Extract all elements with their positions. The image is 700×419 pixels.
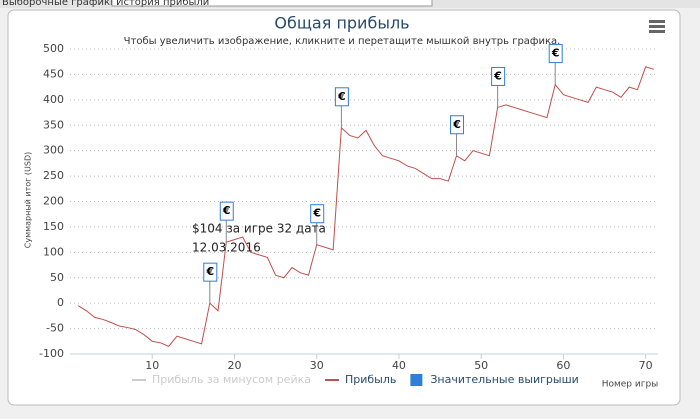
legend-label[interactable]: Прибыль за минусом рейка (152, 373, 311, 386)
flag[interactable] (310, 204, 325, 224)
flag[interactable] (203, 262, 218, 282)
y-tick-label: 0 (57, 296, 64, 309)
select[interactable] (111, 0, 433, 7)
legend-label[interactable]: Прибыль (345, 373, 396, 386)
flag[interactable] (219, 201, 234, 221)
legend-symbol[interactable] (410, 374, 423, 386)
x-tick-label: 30 (310, 359, 324, 372)
y-tick-label: 400 (43, 93, 64, 106)
y-tick-label: 250 (43, 169, 64, 182)
tooltip-text: 12.03.2016 (192, 241, 261, 255)
flag-label: € (312, 207, 321, 220)
select-value: История прибыли (116, 0, 209, 8)
flag[interactable] (548, 44, 563, 64)
y-tick-label: 500 (43, 42, 64, 55)
x-tick-label: 20 (227, 359, 241, 372)
flag[interactable] (491, 66, 506, 86)
chart-subtitle: Чтобы увеличить изображение, кликните и … (124, 36, 561, 47)
y-tick-label: -100 (39, 347, 64, 360)
legend-label[interactable]: Значительные выигрыши (430, 373, 578, 386)
x-tick-label: 40 (392, 359, 406, 372)
x-axis-title: Номер игры (602, 380, 659, 390)
x-tick-label: 60 (556, 359, 570, 372)
tooltip-text: $104 за игре 32 дата (192, 222, 326, 236)
y-tick-label: 50 (50, 271, 64, 284)
flag[interactable] (334, 87, 349, 107)
flag-label: € (493, 69, 502, 82)
flag-label: € (551, 47, 560, 60)
y-axis-title: Суммарный итог (USD) (24, 152, 33, 249)
y-tick-label: 300 (43, 144, 64, 157)
y-tick-label: 350 (43, 118, 64, 131)
y-tick-label: 450 (43, 67, 64, 80)
flag-label: € (205, 265, 214, 278)
menu-button[interactable] (649, 20, 665, 33)
line-series (77, 66, 655, 347)
flag-label: € (337, 90, 346, 103)
y-tick-label: 150 (43, 220, 64, 233)
top-bar-label: Выборочные графики: (2, 0, 120, 8)
x-tick-label: 10 (145, 359, 159, 372)
x-tick-label: 70 (639, 359, 653, 372)
chart-title: Общая прибыль (274, 14, 409, 33)
flag[interactable] (450, 115, 465, 135)
flag-label: € (452, 118, 461, 131)
x-tick-label: 50 (474, 359, 488, 372)
y-tick-label: 100 (43, 245, 64, 258)
chart-frame (7, 9, 681, 406)
y-tick-label: 200 (43, 195, 64, 208)
y-tick-label: -50 (46, 322, 64, 335)
flag-label: € (222, 204, 231, 217)
